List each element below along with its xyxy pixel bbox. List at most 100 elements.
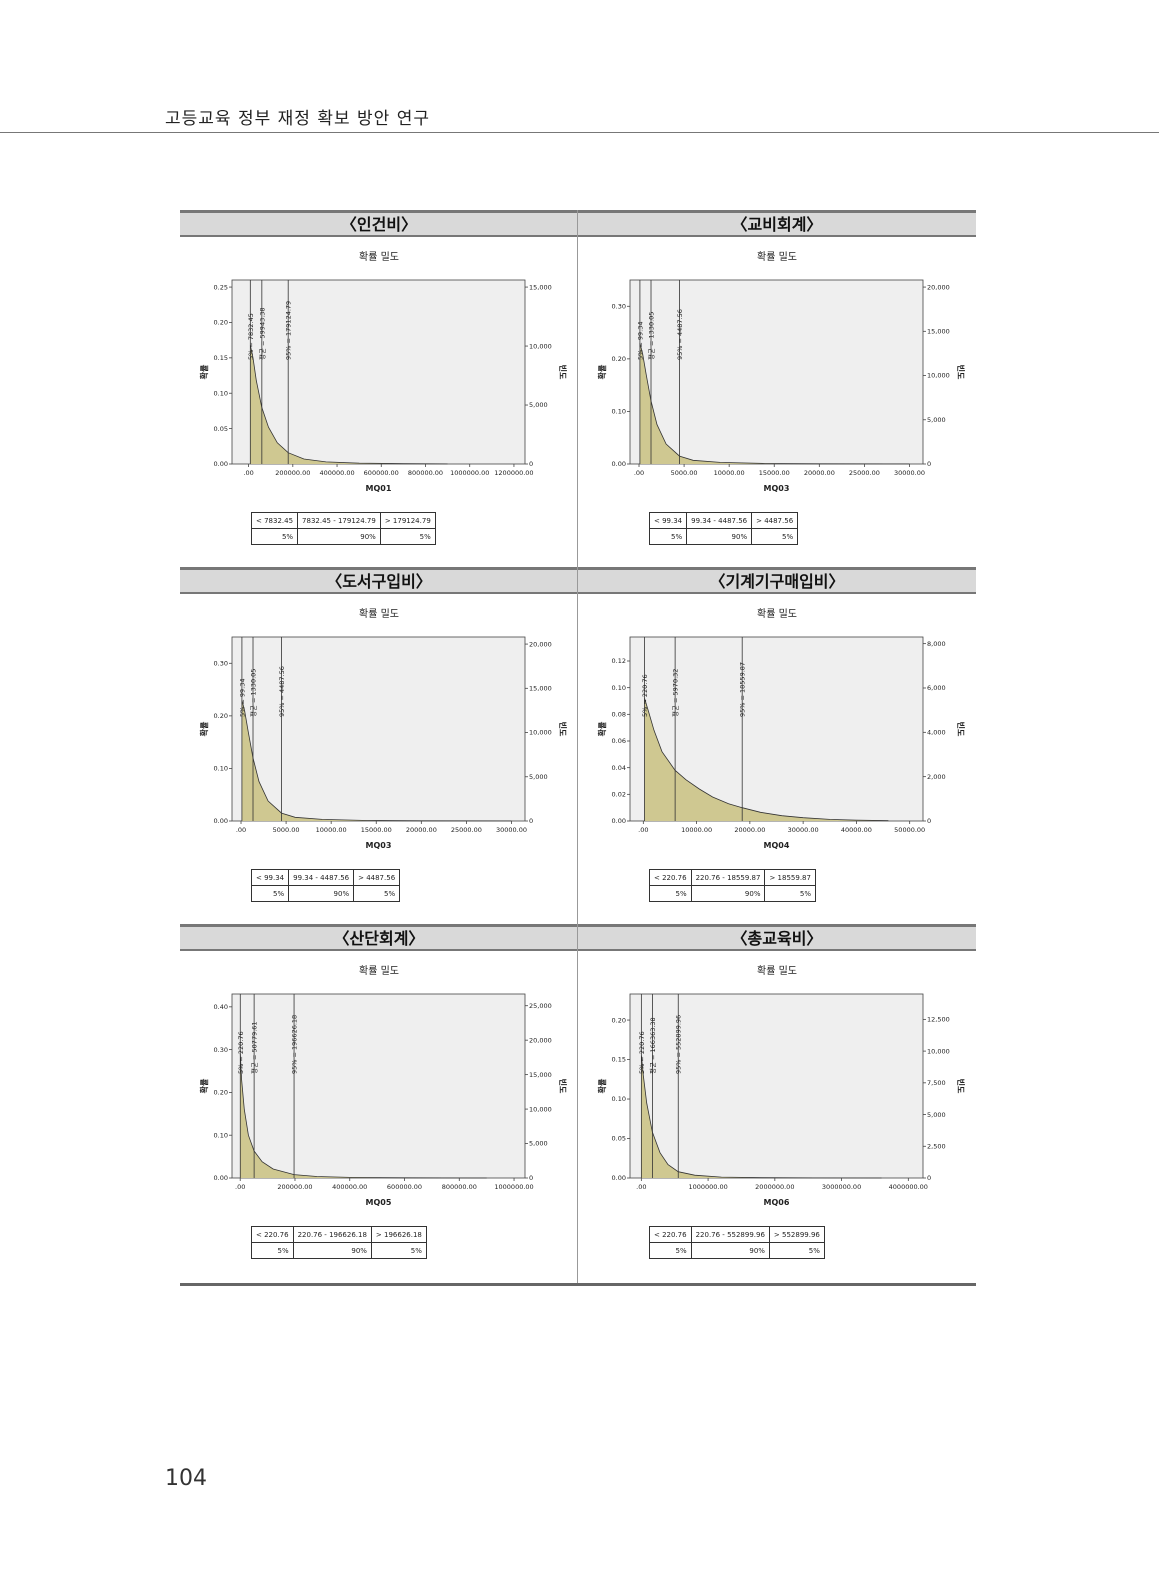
percentile-summary-table: < 99.34 99.34 - 4487.56 > 4487.56 5% 90% 5% — [250, 869, 401, 902]
section-title: 〈교비회계〉 — [578, 210, 976, 237]
y2-tick-label: 5,000 — [529, 401, 548, 409]
y-tick-label: 0.00 — [612, 460, 626, 468]
y-tick-label: 0.20 — [612, 355, 626, 363]
chart-grid: 〈인건비〉 확률 밀도 5% = 7832.45 평균 = 59943.38 95% =… — [180, 210, 976, 1286]
table-row: < 220.76 220.76 - 18559.87 > 18559.87 — [649, 869, 816, 886]
y-tick-label: 0.04 — [612, 764, 626, 772]
range-cell: > 179124.79 — [379, 512, 436, 529]
marker-label: 평균 = 59943.38 — [257, 307, 266, 360]
range-cell: < 99.34 — [648, 512, 688, 529]
column-divider — [577, 210, 578, 1284]
y2-tick-label: 5,000 — [529, 1140, 548, 1148]
y-axis-label: 확률 — [597, 1078, 607, 1093]
chart-cell-total-education: 〈총교육비〉 확률 밀도 5% = 220.76 평균 = 166363.38 95% … — [578, 924, 976, 1281]
range-cell: 7832.45 - 179124.79 — [297, 512, 381, 529]
y-tick-label: 0.02 — [612, 791, 626, 799]
x-axis-label: MQ03 — [764, 484, 790, 493]
percent-cell: 5% — [649, 1242, 692, 1259]
y-tick-label: 0.30 — [214, 659, 228, 667]
percent-cell: 5% — [648, 528, 688, 545]
range-cell: 99.34 - 4487.56 — [288, 869, 355, 886]
table-row: < 220.76 220.76 - 196626.18 > 196626.18 — [251, 1226, 427, 1243]
x-tick-label: 200000.00 — [277, 1183, 312, 1191]
x-tick-label: 1000000.00 — [494, 1183, 533, 1191]
x-tick-label: 1000000.00 — [688, 1183, 727, 1191]
x-tick-label: .00 — [236, 826, 246, 834]
x-tick-label: 2000000.00 — [755, 1183, 794, 1191]
y-tick-label: 0.08 — [612, 711, 626, 719]
table-row: 5% 90% 5% — [251, 1242, 427, 1259]
y2-tick-label: 4,000 — [927, 729, 946, 737]
y2-tick-label: 0 — [927, 460, 931, 468]
marker-label: 95% = 4487.56 — [278, 666, 286, 717]
density-line — [241, 700, 512, 822]
y2-tick-label: 2,500 — [927, 1142, 946, 1150]
plot-area — [629, 279, 924, 465]
y2-tick-label: 5,000 — [927, 416, 946, 424]
x-tick-label: 5000.00 — [273, 826, 300, 834]
density-line — [644, 698, 889, 822]
marker-label: 5% = 7832.45 — [247, 313, 255, 360]
y-axis-label: 확률 — [597, 721, 607, 736]
y-tick-label: 0.00 — [612, 817, 626, 825]
range-cell: 220.76 - 18559.87 — [690, 869, 766, 886]
page-number: 104 — [165, 1466, 207, 1491]
y-tick-label: 0.15 — [612, 1056, 626, 1064]
y-tick-label: 0.10 — [214, 1131, 228, 1139]
x-tick-label: 15000.00 — [759, 469, 790, 477]
range-cell: < 99.34 — [250, 869, 290, 886]
y-tick-label: 0.30 — [612, 302, 626, 310]
percent-cell: 5% — [768, 1242, 825, 1259]
x-tick-label: 15000.00 — [361, 826, 392, 834]
density-chart: 확률 밀도 5% = 99.34 평균 = 1330.05 95% = 4487.56… — [199, 608, 568, 850]
x-tick-label: 400000.00 — [319, 469, 354, 477]
section-title: 〈인건비〉 — [180, 210, 578, 237]
percent-cell: 90% — [690, 1242, 770, 1259]
range-cell: 99.34 - 4487.56 — [686, 512, 753, 529]
marker-label: 평균 = 1330.05 — [249, 669, 258, 717]
x-tick-label: 1200000.00 — [494, 469, 533, 477]
y-axis-label: 확률 — [199, 1078, 209, 1093]
percentile-summary-table: < 7832.45 7832.45 - 179124.79 > 179124.79 5… — [250, 512, 436, 545]
x-axis-label: MQ05 — [366, 1198, 392, 1207]
y-tick-label: 0.40 — [214, 1003, 228, 1011]
x-axis-label: MQ04 — [764, 841, 790, 850]
percent-cell: 90% — [690, 885, 766, 902]
y-tick-label: 0.00 — [612, 1174, 626, 1182]
table-row: 5% 90% 5% — [649, 1242, 825, 1259]
y-tick-label: 0.25 — [214, 283, 228, 291]
density-chart: 확률 밀도 5% = 220.76 평균 = 5970.32 95% = 18559.… — [597, 608, 966, 850]
percentile-summary-table: < 220.76 220.76 - 196626.18 > 196626.18 5% 9… — [251, 1226, 427, 1259]
x-tick-label: 25000.00 — [451, 826, 482, 834]
y2-axis-label: 빈도 — [558, 722, 568, 737]
section-title: 〈총교육비〉 — [578, 924, 976, 951]
percent-cell: 5% — [251, 1242, 294, 1259]
y-tick-label: 0.12 — [612, 657, 626, 665]
x-tick-label: 10000.00 — [714, 469, 745, 477]
y-axis-label: 확률 — [199, 364, 209, 379]
y2-tick-label: 15,000 — [529, 685, 552, 693]
table-row: 5% 90% 5% — [250, 885, 401, 902]
percentile-summary-table: < 99.34 99.34 - 4487.56 > 4487.56 5% 90% 5% — [648, 512, 799, 545]
marker-label: 5% = 99.34 — [636, 322, 644, 361]
y2-tick-label: 25,000 — [529, 1002, 552, 1010]
y2-tick-label: 0 — [529, 1174, 533, 1182]
range-cell: > 196626.18 — [370, 1226, 427, 1243]
density-area — [641, 1055, 882, 1178]
percent-cell: 90% — [686, 528, 753, 545]
percent-cell: 90% — [288, 885, 355, 902]
marker-label: 95% = 4487.56 — [676, 309, 684, 360]
x-tick-label: 30000.00 — [788, 826, 819, 834]
range-cell: > 4487.56 — [751, 512, 799, 529]
range-cell: > 18559.87 — [764, 869, 816, 886]
density-line — [641, 1055, 882, 1179]
x-axis-label: MQ06 — [764, 1198, 790, 1207]
chart-cell-book-purchase: 〈도서구입비〉 확률 밀도 5% = 99.34 평균 = 1330.05 95% = … — [180, 567, 578, 924]
y2-tick-label: 10,000 — [529, 729, 552, 737]
y2-tick-label: 0 — [529, 460, 533, 468]
chart-cell-industry-account: 〈산단회계〉 확률 밀도 5% = 220.76 평균 = 50779.61 95% =… — [180, 924, 578, 1281]
x-tick-label: 20000.00 — [734, 826, 765, 834]
density-chart: 확률 밀도 5% = 99.34 평균 = 1330.05 95% = 4487.56… — [597, 251, 966, 493]
y2-tick-label: 20,000 — [529, 640, 552, 648]
percentile-summary-table: < 220.76 220.76 - 18559.87 > 18559.87 5% 90%… — [649, 869, 816, 902]
